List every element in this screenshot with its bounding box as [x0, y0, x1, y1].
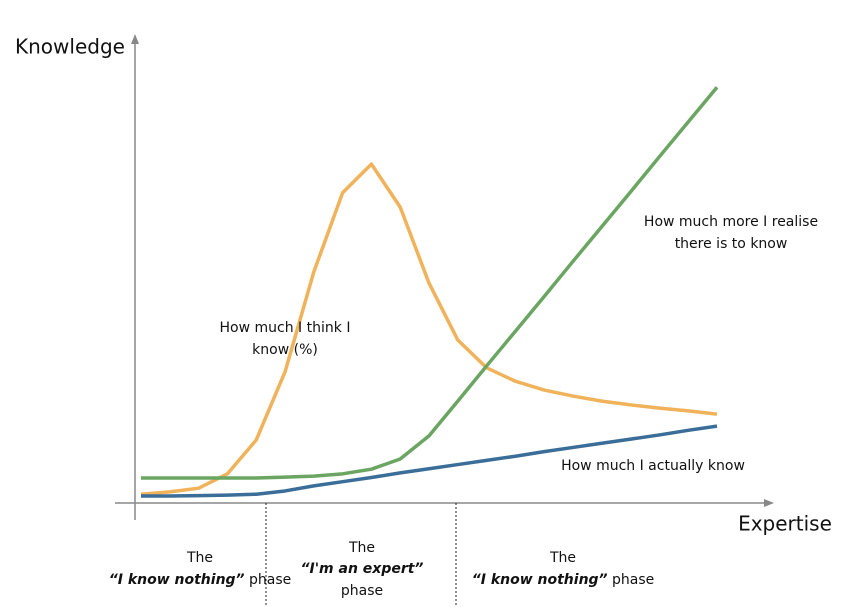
x-axis-arrow — [764, 499, 774, 507]
x-axis-label: Expertise — [738, 512, 832, 536]
phase-rest: phase — [245, 572, 292, 588]
annotation: How much I actually know — [561, 458, 745, 474]
phase-rest: phase — [608, 572, 655, 588]
annotation: know (%) — [252, 342, 318, 358]
phase-label: “I know nothing” phase — [472, 572, 655, 588]
annotation: there is to know — [675, 236, 788, 252]
phase-emphasis: “I know nothing” — [472, 572, 608, 588]
series-line — [141, 86, 719, 480]
series-line — [141, 424, 718, 498]
phase-label: The — [348, 540, 375, 556]
phase-label: The — [186, 550, 213, 566]
annotation: How much I think I — [220, 320, 351, 336]
phase-emphasis: “I know nothing” — [109, 572, 245, 588]
y-axis-arrow — [131, 34, 139, 44]
phase-label: The — [549, 550, 576, 566]
phase-rest: phase — [341, 583, 383, 599]
series-line — [140, 162, 718, 496]
phase-label: “I know nothing” phase — [109, 572, 292, 588]
annotation: How much more I realise — [644, 214, 818, 230]
y-axis-label: Knowledge — [15, 35, 125, 59]
phase-emphasis: “I'm an expert” — [301, 561, 424, 577]
